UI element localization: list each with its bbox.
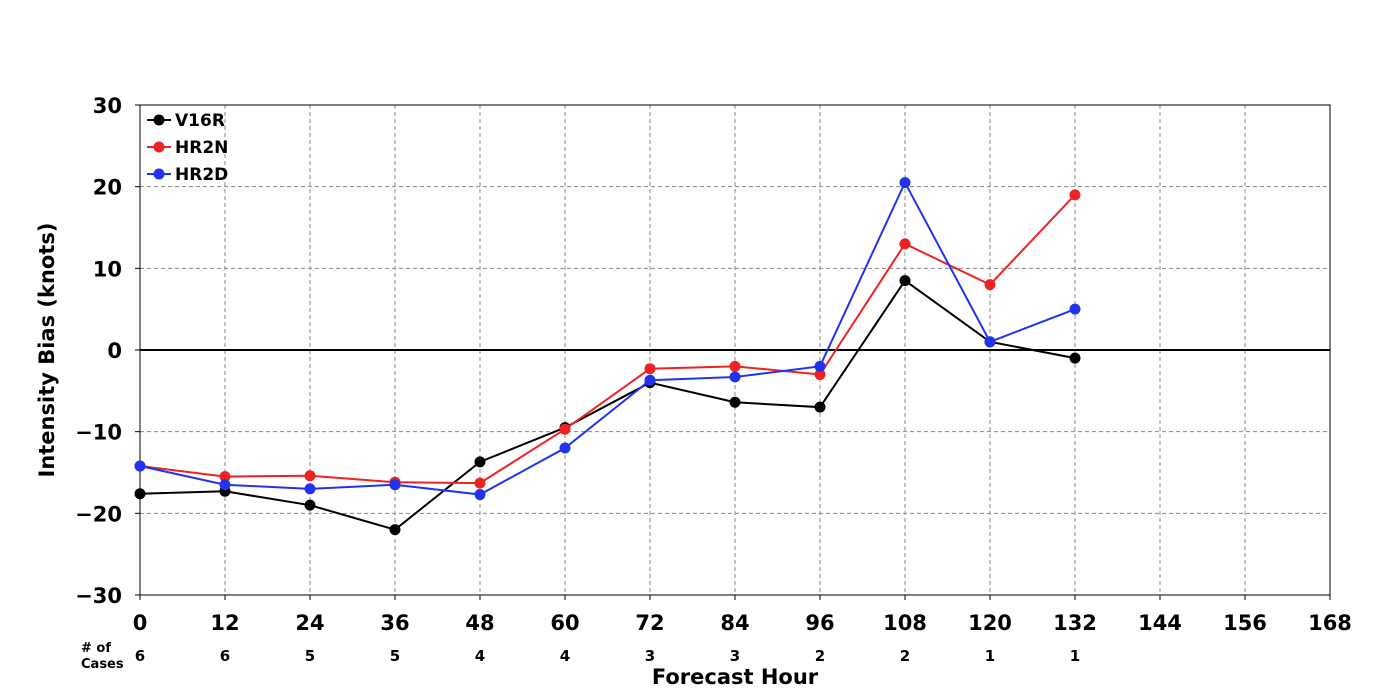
- x-tick-label-156: 156: [1223, 611, 1267, 635]
- axes: [135, 104, 1331, 600]
- series-line-hr2d: [139, 180, 1076, 496]
- series-point-v16r-96: [814, 401, 826, 413]
- cases-count-0: 6: [135, 647, 145, 665]
- legend-item-hr2n: HR2N: [147, 138, 228, 158]
- series-v16r: [134, 275, 1081, 536]
- series-point-hr2d-48: [474, 489, 486, 501]
- series-point-hr2d-72: [644, 374, 656, 386]
- x-tick-label-120: 120: [968, 611, 1012, 635]
- series-hr2d: [134, 177, 1081, 501]
- series-point-hr2n-84: [729, 360, 741, 372]
- cases-count-60: 4: [560, 647, 570, 665]
- series-point-hr2d-12: [219, 479, 231, 491]
- x-tick-label-12: 12: [210, 611, 239, 635]
- x-tick-label-96: 96: [805, 611, 834, 635]
- cases-count-108: 2: [900, 647, 910, 665]
- cases-count-72: 3: [645, 647, 655, 665]
- series-point-hr2n-48: [474, 477, 486, 489]
- cases-count-24: 5: [305, 647, 315, 665]
- x-tick-label-168: 168: [1308, 611, 1352, 635]
- series-point-v16r-0: [134, 488, 146, 500]
- y-tick-label-10: 10: [93, 257, 122, 281]
- y-tick-label-0: 0: [107, 339, 122, 363]
- series-hr2n: [134, 189, 1081, 489]
- y-tick-label-30: 30: [93, 94, 122, 118]
- x-tick-label-72: 72: [635, 611, 664, 635]
- cases-count-96: 2: [815, 647, 825, 665]
- y-tick-label--20: −20: [75, 502, 122, 526]
- series-point-v16r-132: [1069, 352, 1081, 364]
- series-point-hr2n-24: [304, 470, 316, 482]
- series-point-hr2d-60: [559, 442, 571, 454]
- x-tick-label-36: 36: [380, 611, 409, 635]
- cases-label-line2: Cases: [81, 657, 124, 672]
- series-point-hr2d-0: [134, 460, 146, 472]
- series-point-hr2n-60: [559, 423, 571, 435]
- cases-count-132: 1: [1070, 647, 1080, 665]
- series-point-hr2n-12: [219, 471, 231, 483]
- x-tick-label-108: 108: [883, 611, 927, 635]
- legend-item-v16r: V16R: [147, 111, 225, 131]
- legend-label-hr2d: HR2D: [175, 165, 228, 185]
- y-tick-label--30: −30: [75, 584, 122, 608]
- legend: V16R HR2N HR2D: [147, 111, 228, 185]
- series-point-hr2d-36: [389, 479, 401, 491]
- x-tick-label-132: 132: [1053, 611, 1097, 635]
- y-tick-label-20: 20: [93, 176, 122, 200]
- cases-count-120: 1: [985, 647, 995, 665]
- series-point-hr2n-96: [814, 369, 826, 380]
- x-tick-label-84: 84: [720, 611, 749, 635]
- series-point-v16r-84: [729, 396, 741, 408]
- series: [134, 177, 1081, 536]
- series-point-hr2d-96: [814, 360, 826, 372]
- series-point-hr2n-120: [984, 279, 996, 291]
- series-point-hr2d-24: [304, 483, 316, 495]
- series-point-v16r-48: [474, 456, 486, 468]
- x-tick-label-144: 144: [1138, 611, 1182, 635]
- legend-marker-hr2n: [153, 141, 165, 153]
- y-tick-label--10: −10: [75, 421, 122, 445]
- legend-item-hr2d: HR2D: [147, 165, 228, 185]
- series-point-v16r-108: [899, 275, 911, 287]
- x-tick-label-24: 24: [295, 611, 324, 635]
- series-point-hr2d-132: [1069, 303, 1081, 315]
- y-axis-title: Intensity Bias (knots): [35, 223, 59, 478]
- x-tick-label-0: 0: [133, 611, 148, 635]
- x-tick-label-48: 48: [465, 611, 494, 635]
- series-point-v16r-36: [389, 524, 401, 536]
- x-axis-title: Forecast Hour: [652, 665, 819, 689]
- cases-label-line1: # of: [81, 641, 111, 656]
- cases-count-36: 5: [390, 647, 400, 665]
- legend-label-hr2n: HR2N: [175, 138, 228, 158]
- cases-count-84: 3: [730, 647, 740, 665]
- series-point-hr2d-84: [729, 371, 741, 383]
- series-point-hr2d-120: [984, 336, 996, 348]
- cases-count-48: 4: [475, 647, 485, 665]
- legend-marker-hr2d: [153, 168, 165, 180]
- cases-count-12: 6: [220, 647, 230, 665]
- legend-marker-v16r: [153, 114, 165, 126]
- series-line-hr2n: [139, 194, 1076, 485]
- x-tick-label-60: 60: [550, 611, 579, 635]
- series-line-v16r: [139, 279, 1076, 531]
- series-point-hr2n-132: [1069, 189, 1081, 201]
- series-point-hr2n-108: [899, 238, 911, 250]
- series-point-hr2d-108: [899, 177, 911, 189]
- legend-label-v16r: V16R: [175, 111, 225, 131]
- tick-labels: 0 12 24 36 48 60 72 84 96 108 120 132 144 156 16830201…: [75, 94, 1352, 665]
- series-point-hr2n-72: [644, 363, 656, 375]
- series-point-v16r-24: [304, 499, 316, 511]
